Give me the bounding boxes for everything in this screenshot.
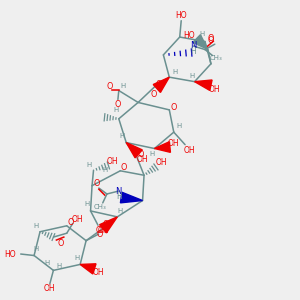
Text: OH: OH [96, 226, 108, 235]
Text: H: H [45, 260, 50, 266]
Text: O: O [208, 34, 214, 43]
Text: O: O [67, 218, 74, 227]
Text: H: H [116, 192, 122, 201]
Polygon shape [153, 77, 169, 92]
Text: OH: OH [155, 158, 167, 167]
Text: H: H [119, 133, 124, 139]
Text: OH: OH [93, 268, 104, 277]
Polygon shape [195, 80, 212, 90]
Text: O: O [94, 179, 100, 188]
Text: O: O [156, 80, 162, 89]
Text: N: N [190, 41, 196, 50]
Text: H: H [34, 224, 39, 230]
Text: O: O [207, 36, 214, 45]
Text: H: H [190, 73, 195, 79]
Text: O: O [57, 239, 63, 248]
Text: H: H [34, 246, 39, 252]
Text: O: O [115, 100, 121, 109]
Polygon shape [120, 192, 142, 203]
Text: OH: OH [106, 157, 118, 166]
Text: O: O [107, 82, 113, 91]
Polygon shape [100, 217, 117, 233]
Text: H: H [149, 152, 155, 158]
Text: H: H [74, 256, 79, 262]
Text: OH: OH [43, 284, 55, 293]
Text: O: O [171, 103, 177, 112]
Text: O: O [102, 220, 109, 229]
Text: O: O [120, 163, 126, 172]
Text: OH: OH [168, 139, 180, 148]
Polygon shape [193, 35, 208, 50]
Text: CH₃: CH₃ [94, 204, 107, 210]
Polygon shape [126, 142, 142, 158]
Text: H: H [56, 263, 62, 269]
Polygon shape [80, 264, 96, 274]
Text: OH: OH [98, 226, 109, 235]
Text: H: H [102, 167, 107, 173]
Text: OH: OH [209, 85, 220, 94]
Text: H: H [176, 123, 182, 129]
Text: HO: HO [4, 250, 16, 259]
Text: H: H [118, 208, 123, 214]
Text: O: O [151, 90, 157, 99]
Text: CH₃: CH₃ [210, 55, 222, 61]
Text: HO: HO [183, 31, 194, 40]
Text: OH: OH [183, 146, 195, 154]
Text: H: H [84, 201, 90, 207]
Text: O: O [97, 230, 103, 239]
Text: H: H [114, 107, 119, 113]
Text: H: H [200, 31, 205, 37]
Text: H: H [172, 69, 177, 75]
Polygon shape [154, 142, 170, 152]
Text: H: H [190, 47, 196, 56]
Text: HO: HO [176, 11, 187, 20]
Text: N: N [116, 187, 122, 196]
Text: O: O [137, 150, 143, 159]
Text: H: H [120, 83, 125, 89]
Text: OH: OH [71, 215, 83, 224]
Text: OH: OH [137, 155, 148, 164]
Text: H: H [86, 163, 92, 169]
